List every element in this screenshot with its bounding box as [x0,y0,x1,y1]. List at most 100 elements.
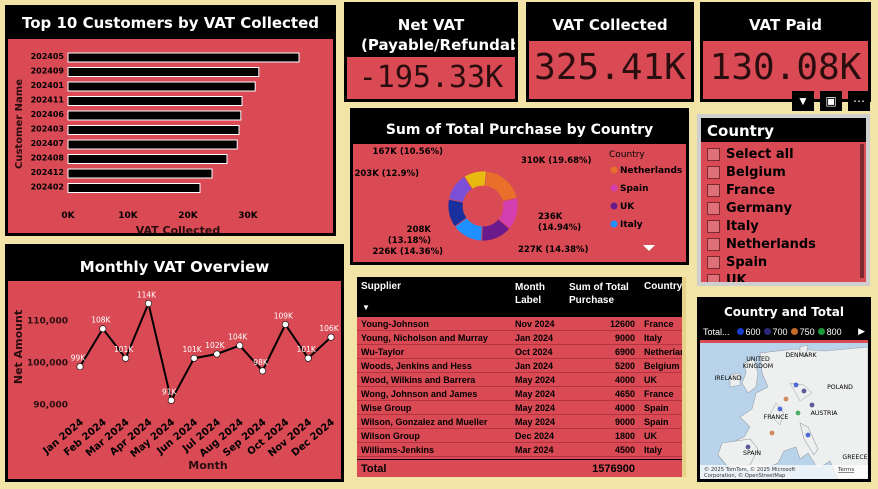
checkbox-icon[interactable] [707,165,720,179]
y-tick-label: 110,000 [27,316,68,326]
map-attribution: Corporation, © OpenStreetMap [704,472,786,479]
line-data-label: 101K [182,345,202,354]
cell-supplier: Wu-Taylor [361,346,405,357]
table-row[interactable]: Wong, Johnson and James May 2024 4650 Franc… [357,387,683,401]
line-data-label: 108K [91,316,111,325]
more-options-icon[interactable]: ⋯ [848,91,870,111]
table-row[interactable]: Young, Nicholson and Murray Jan 2024 9000 I… [357,331,683,345]
line-point [259,367,267,375]
map-land-britain [741,358,759,394]
cell-sum: 4500 [614,444,635,455]
table-row[interactable]: Wilson, Gonzalez and Mueller May 2024 9000… [357,415,683,429]
slicer-item-label: UK [726,272,747,286]
map-bubble [801,388,807,394]
header-month[interactable]: Month Label [515,282,545,306]
map-legend: Total... 600 700 750 800 ▶ [700,323,868,340]
cell-month: Oct 2024 [515,346,553,357]
slicer-item-label: Select all [726,146,794,162]
donut-slice [463,170,487,190]
slicer-item-label: Germany [726,200,792,216]
net-vat-title: Net VAT (Payable/Refundable) [347,5,515,57]
cell-country: France [644,318,674,329]
slicer-item[interactable]: Germany [707,199,858,217]
map-place-label: POLAND [827,384,853,391]
bar-category-label: 202409 [31,67,65,76]
line-point [304,354,312,362]
table-row[interactable]: Williams-Jenkins Mar 2024 4500 Italy [357,443,683,457]
checkbox-icon[interactable] [707,183,720,197]
bar [67,154,228,164]
map-legend-label: 600 [745,326,761,337]
table-row[interactable]: Wood, Wilkins and Barrera May 2024 4000 UK [357,373,683,387]
line-series [79,300,332,404]
vat-collected-value: 325.41K [534,47,686,88]
line-point [213,350,221,358]
bar [67,96,243,106]
cell-month: May 2024 [515,402,556,413]
cell-supplier: Wilson Group [361,430,420,441]
donut-legend-marker [610,166,618,174]
checkbox-icon[interactable] [707,147,720,161]
line-point [190,354,198,362]
cell-month: Dec 2024 [515,430,555,441]
line-data-label: 98K [253,358,269,367]
map-place-label: GREECE [842,454,867,461]
cell-supplier: Wise Group [361,402,412,413]
focus-mode-icon[interactable]: ▣ [820,91,842,111]
cell-supplier: Wilson, Gonzalez and Mueller [361,416,488,427]
donut-legend-marker [610,202,618,210]
slicer-title: Country [701,118,866,142]
checkbox-icon[interactable] [707,237,720,251]
bar-category-label: 202402 [31,183,64,192]
x-tick-label: 30K [238,211,259,221]
map-bubble [793,382,799,388]
donut-legend-label: UK [620,202,635,212]
header-country[interactable]: Country [644,281,683,292]
slicer-item[interactable]: UK [707,271,858,286]
slicer-item[interactable]: France [707,181,858,199]
cell-country: Spain [644,416,669,427]
bar-category-label: 202405 [31,52,65,61]
line-point [99,325,107,333]
slicer-item[interactable]: Select all [707,145,858,163]
vat-paid-title: VAT Paid [703,5,868,41]
cell-month: Jan 2024 [515,332,554,343]
line-data-label: 104K [228,333,248,342]
cell-supplier: Williams-Jenkins [361,444,434,455]
map-legend-label: 750 [799,326,815,337]
line-data-label: 114K [137,290,157,299]
slicer-item[interactable]: Italy [707,217,858,235]
net-vat-value: -195.33K [358,60,504,95]
table-row[interactable]: Wise Group May 2024 4000 Spain [357,401,683,415]
table-total-row: Total 1576900 [357,459,683,477]
map-panel: Country and Total Purchase Total... 600 7… [697,297,871,482]
cell-supplier: Wong, Johnson and James [361,388,478,399]
bar [67,139,238,150]
bar [67,125,240,135]
header-sum[interactable]: Sum of Total Purchase [569,282,629,306]
sort-desc-icon: ▼ [362,303,370,312]
slicer-item[interactable]: Spain [707,253,858,271]
slicer-item[interactable]: Belgium [707,163,858,181]
cell-country: UK [644,374,657,385]
table-row[interactable]: Young-Johnson Nov 2024 12600 France [357,317,683,331]
checkbox-icon[interactable] [707,273,720,282]
table-row[interactable]: Wilson Group Dec 2024 1800 UK [357,429,683,443]
table-row[interactable]: Woods, Jenkins and Hess Jan 2024 5200 Belgi… [357,359,683,373]
table-scrollbar[interactable] [682,277,686,477]
legend-next-icon[interactable]: ▶ [858,326,865,336]
table-row[interactable]: Wu-Taylor Oct 2024 6900 Netherlands [357,345,683,359]
slicer-scrollbar[interactable] [860,144,864,278]
cell-country: Italy [644,332,663,343]
cell-country: Netherlands [644,346,683,357]
line-data-label: 101K [297,345,317,354]
checkbox-icon[interactable] [707,255,720,269]
header-supplier[interactable]: Supplier ▼ [361,281,402,312]
slicer-item[interactable]: Netherlands [707,235,858,253]
checkbox-icon[interactable] [707,219,720,233]
bar [67,168,213,179]
cell-month: May 2024 [515,374,556,385]
checkbox-icon[interactable] [707,201,720,215]
filter-icon[interactable]: ▼ [792,91,814,111]
